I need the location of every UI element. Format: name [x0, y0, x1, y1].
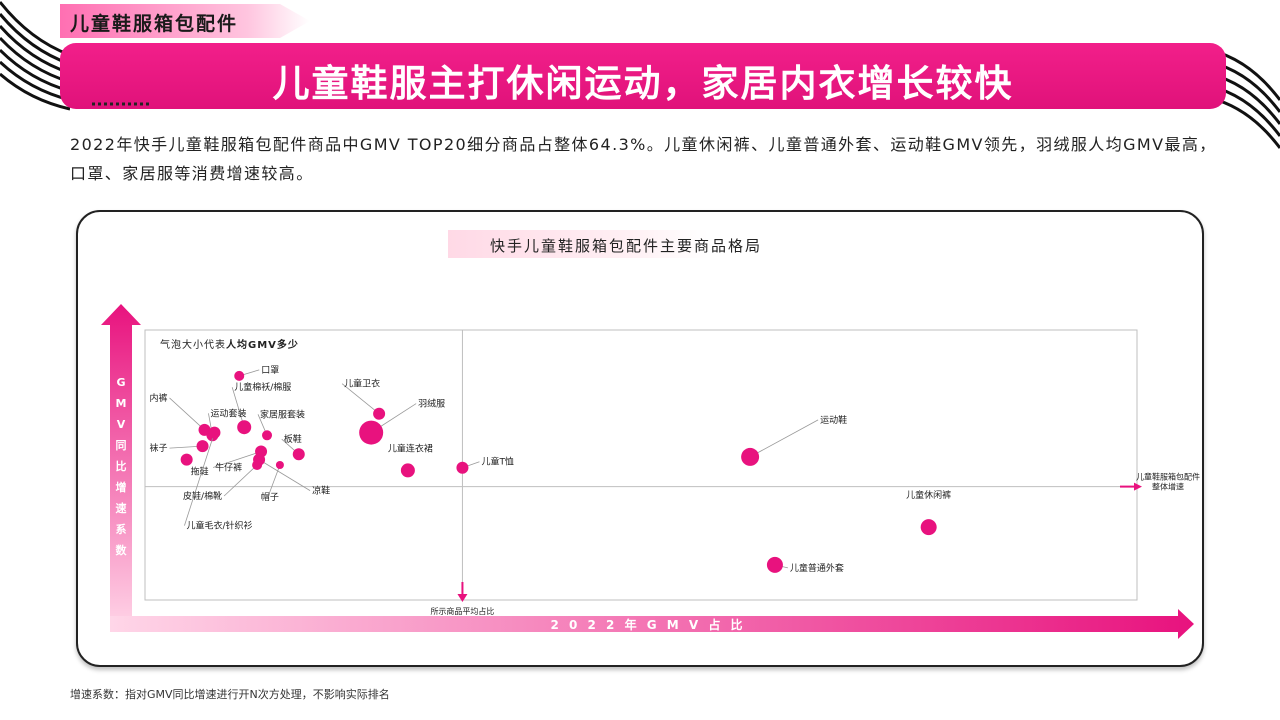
bubble-label-7: 家居服套装 [260, 408, 305, 420]
x-axis-label: 2 0 2 2 年 G M V 占 比 [550, 617, 745, 632]
bubble-4 [196, 440, 209, 453]
bubble-7 [262, 430, 273, 441]
bubble-19 [766, 556, 783, 573]
y-axis-label-char: 系 [116, 522, 127, 536]
bubble-18 [920, 519, 937, 536]
bubble-label-11: 凉鞋 [312, 485, 330, 497]
y-axis-label-char: 速 [116, 501, 127, 515]
footnote: 增速系数：指对GMV同比增速进行开N次方处理，不影响实际排名 [70, 688, 390, 701]
leader-line-10 [267, 464, 281, 498]
bubble-label-18: 儿童休闲裤 [906, 489, 951, 501]
bubble-15 [400, 463, 415, 478]
bubble-1 [237, 420, 252, 435]
banner-dots-decoration [92, 102, 150, 106]
bubble-16 [456, 461, 469, 474]
bubble-label-5: 牛仔裤 [215, 462, 242, 474]
bubble-label-2: 内裤 [150, 392, 168, 404]
bubble-label-12: 儿童毛衣/针织衫 [186, 520, 252, 532]
leader-line-2 [169, 397, 205, 431]
y-axis-label-char: 数 [116, 543, 128, 557]
y-reference-label-line1: 儿童鞋服箱包配件 [1136, 472, 1200, 482]
title-banner: 儿童鞋服主打休闲运动，家居内衣增长较快 [60, 43, 1226, 109]
legend-note-prefix: 气泡大小代表 [160, 338, 226, 351]
bubble-label-8: 板鞋 [284, 433, 302, 445]
bubble-label-6: 拖鞋 [191, 466, 209, 478]
description-text: 2022年快手儿童鞋服箱包配件商品中GMV TOP20细分商品占整体64.3%。… [70, 135, 1217, 183]
page-title: 儿童鞋服主打休闲运动，家居内衣增长较快 [272, 61, 1014, 105]
legend-note-bold: 人均GMV多少 [226, 338, 299, 351]
bubble-13 [373, 407, 386, 420]
bubble-14 [359, 420, 384, 445]
leader-line-9 [223, 464, 258, 497]
x-reference-arrow-head [457, 594, 468, 602]
x-reference-label: 所示商品平均占比 [430, 606, 494, 616]
y-axis-label-char: 比 [116, 459, 127, 473]
y-axis-label-char: M [116, 397, 127, 410]
y-axis-arrow [101, 304, 141, 632]
y-axis-label-char: G [116, 376, 125, 389]
leader-line-5 [212, 451, 262, 468]
leader-line-13 [341, 383, 380, 415]
legend-note: 气泡大小代表人均GMV多少 [160, 338, 299, 351]
bubble-label-14: 羽绒服 [418, 398, 445, 410]
leader-line-12 [184, 432, 215, 526]
decorative-stripes-left [0, 1, 70, 111]
section-tag-label: 儿童鞋服箱包配件 [70, 13, 239, 35]
y-reference-label-line2: 整体增速 [1152, 482, 1184, 492]
leader-line-17 [749, 419, 819, 458]
section-tag: 儿童鞋服箱包配件 [60, 4, 310, 38]
y-axis-label-char: V [117, 418, 126, 431]
bubble-label-1: 儿童棉袄/棉服 [234, 381, 291, 393]
bubble-label-15: 儿童连衣裙 [388, 442, 433, 454]
bubble-8 [292, 448, 305, 461]
leader-line-11 [258, 459, 311, 491]
bubble-label-4: 袜子 [150, 442, 168, 454]
bubble-label-0: 口罩 [261, 365, 279, 376]
bubble-label-10: 帽子 [261, 491, 279, 503]
y-axis-label-char: 增 [116, 480, 127, 494]
bubble-label-13: 儿童卫衣 [344, 378, 380, 390]
bubble-6 [180, 453, 193, 466]
bubble-label-9: 皮鞋/棉靴 [183, 490, 222, 502]
chart-title: 快手儿童鞋服箱包配件主要商品格局 [490, 237, 763, 255]
plot-frame [144, 329, 1138, 601]
y-axis-label-char: 同 [116, 439, 127, 452]
chart-title-background [448, 230, 708, 258]
bubble-label-19: 儿童普通外套 [790, 562, 844, 574]
y-reference-arrow-head [1134, 482, 1142, 491]
bubble-label-16: 儿童T恤 [481, 456, 514, 468]
bubble-17 [741, 447, 760, 466]
bubble-12 [208, 426, 221, 439]
x-axis-arrow [110, 609, 1194, 639]
bubble-label-3: 运动套装 [210, 407, 246, 419]
bubble-11 [253, 453, 266, 466]
bubble-10 [275, 461, 284, 469]
bubble-0 [234, 370, 245, 381]
bubble-label-17: 运动鞋 [820, 414, 847, 426]
